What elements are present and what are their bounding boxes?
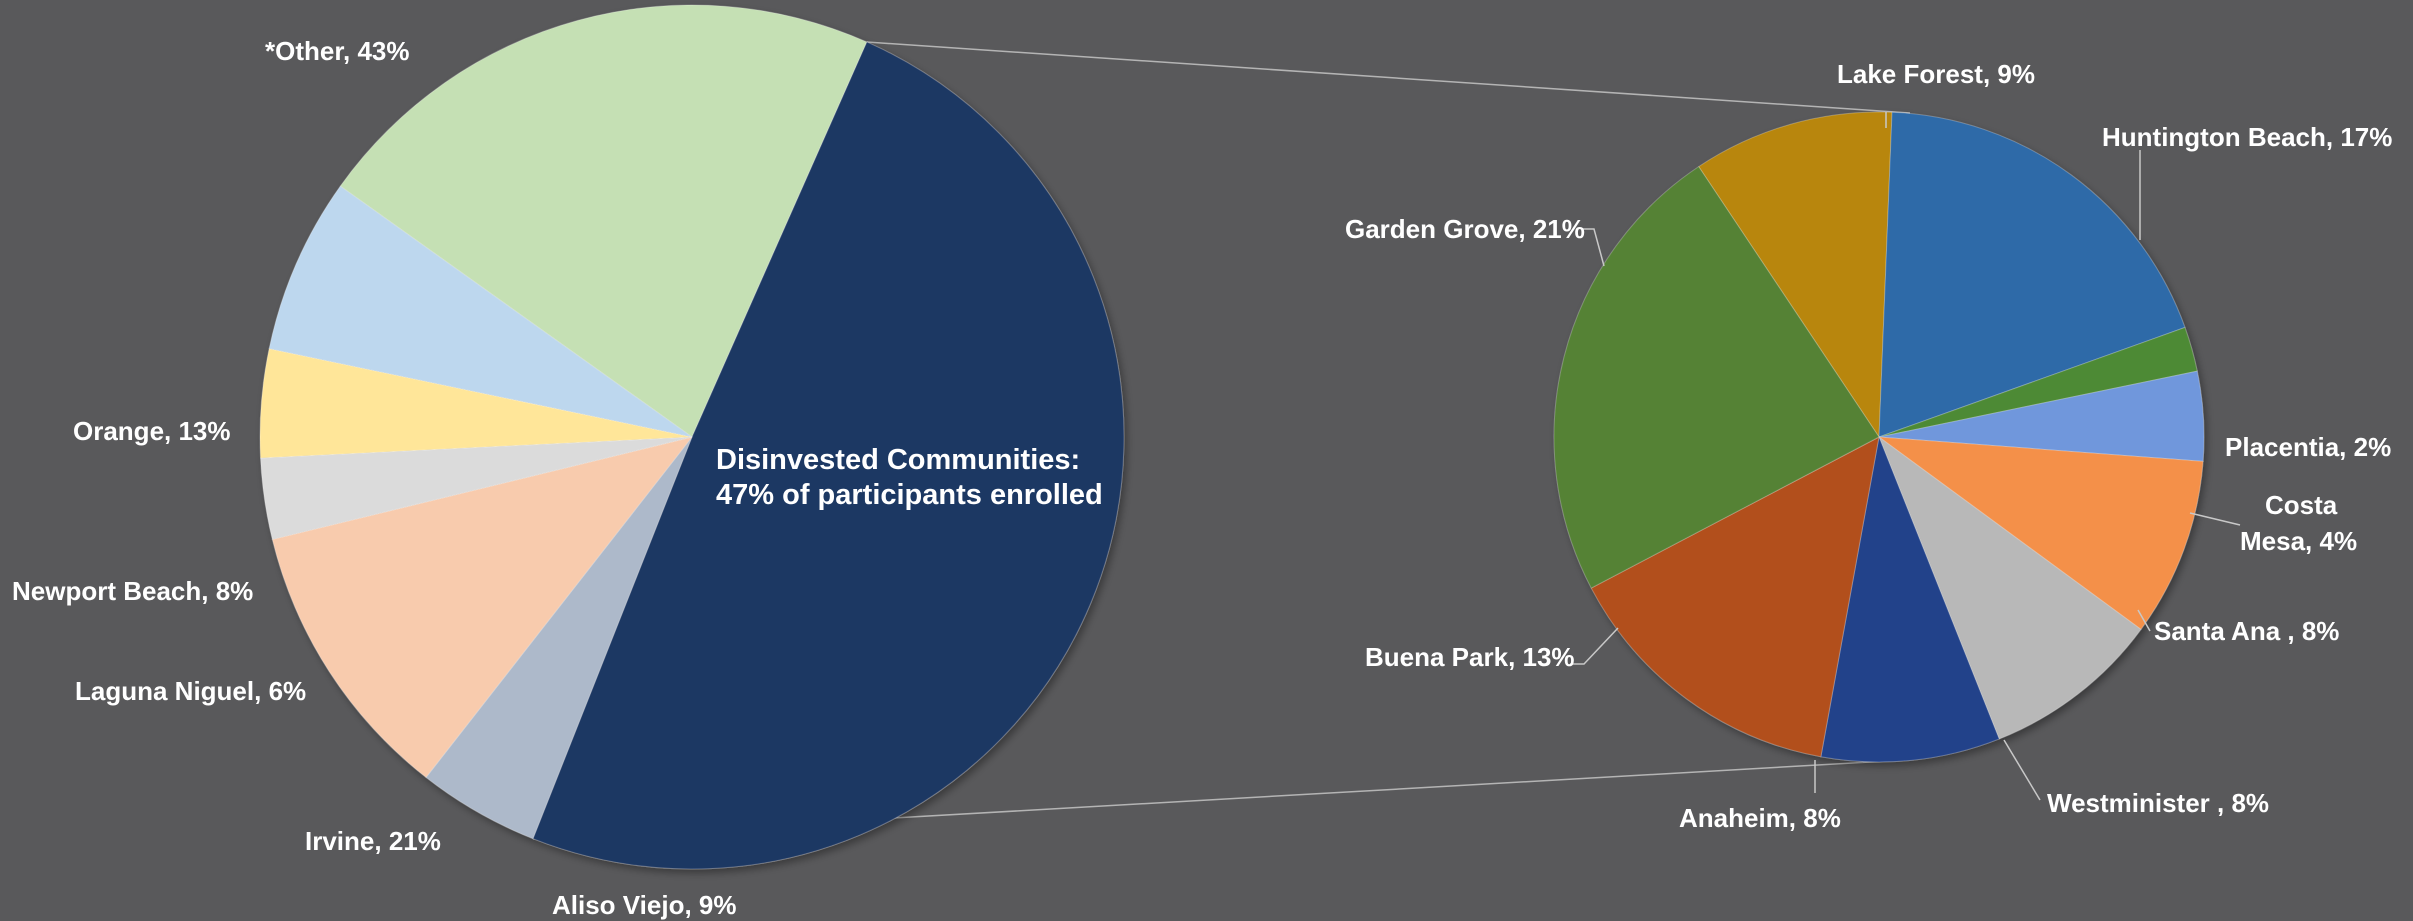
sub-pie <box>1553 111 2205 763</box>
sub-slice-huntington-beach <box>1878 111 2186 438</box>
leader-westminister <box>2003 739 2041 801</box>
data-label-newport-beach: Newport Beach, 8% <box>12 576 253 606</box>
leader-santa-ana <box>2137 609 2151 632</box>
sub-slice-buena-park <box>1590 436 1880 758</box>
data-label-aliso-viejo: Aliso Viejo, 9% <box>552 890 736 920</box>
data-label-santa-ana: Santa Ana , 8% <box>2154 616 2339 646</box>
data-label-garden-grove: Garden Grove, 21% <box>1345 214 1585 244</box>
sub-slice-westminister <box>1877 435 2142 740</box>
data-label-other: *Other, 43% <box>265 36 410 66</box>
data-label-orange: Orange, 13% <box>73 416 231 446</box>
data-label-placentia: Placentia, 2% <box>2225 432 2391 462</box>
center-label-line-1: Disinvested Communities: <box>716 444 1080 476</box>
main-slice-irvine <box>271 436 694 779</box>
leader-garden-grove <box>1582 228 1605 267</box>
main-slice-disinvested-communities <box>532 41 1125 870</box>
data-label-costa-mesa-line1: Costa <box>2265 490 2338 520</box>
main-slice-other <box>339 4 868 438</box>
data-label-irvine: Irvine, 21% <box>305 826 441 856</box>
connector-top <box>866 41 1911 114</box>
leader-costa-mesa <box>2189 512 2241 526</box>
sub-slice-santa-ana <box>1877 436 2204 631</box>
center-label-line-2: 47% of participants enrolled <box>716 479 1103 511</box>
data-label-laguna-niguel: Laguna Niguel, 6% <box>75 676 306 706</box>
leader-buena-park <box>1570 627 1619 665</box>
leader-lines <box>1570 112 2241 801</box>
data-label-huntington-beach: Huntington Beach, 17% <box>2102 122 2392 152</box>
data-label-anaheim: Anaheim, 8% <box>1679 803 1841 833</box>
sub-slice-anaheim <box>1820 435 2000 763</box>
data-label-costa-mesa-line2: Mesa, 4% <box>2240 526 2357 556</box>
sub-slice-lake-forest <box>1697 111 1893 439</box>
data-label-westminister: Westminister , 8% <box>2047 788 2269 818</box>
data-label-lake-forest: Lake Forest, 9% <box>1837 59 2035 89</box>
main-slice-orange <box>268 185 693 438</box>
data-label-buena-park: Buena Park, 13% <box>1365 642 1575 672</box>
sub-slice-garden-grove <box>1553 165 1880 589</box>
main-pie <box>259 4 1125 870</box>
